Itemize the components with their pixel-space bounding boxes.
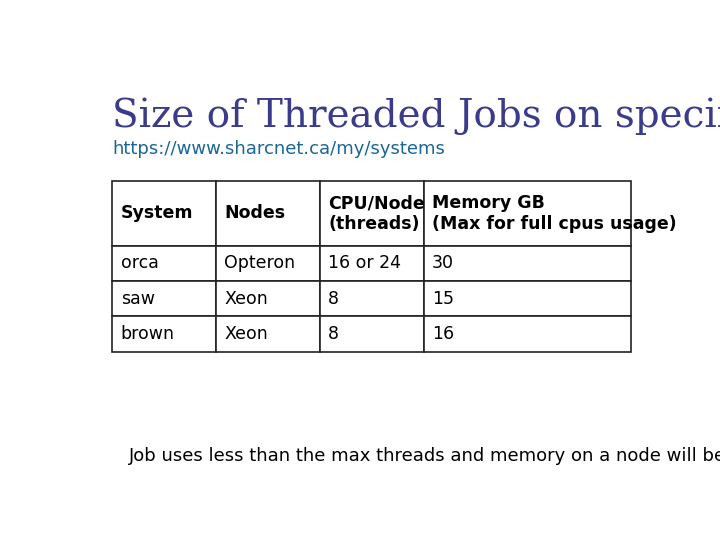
Text: 16: 16 <box>432 325 454 343</box>
Bar <box>423 181 631 246</box>
Text: orca: orca <box>121 254 158 272</box>
Bar <box>112 181 216 246</box>
Text: Xeon: Xeon <box>225 289 269 308</box>
Text: CPU/Node
(threads): CPU/Node (threads) <box>328 194 425 233</box>
Text: brown: brown <box>121 325 175 343</box>
Text: Size of Threaded Jobs on specific system: Size of Threaded Jobs on specific system <box>112 98 720 136</box>
Text: Job uses less than the max threads and memory on a node will be preferable: Job uses less than the max threads and m… <box>129 447 720 465</box>
Bar <box>423 246 631 281</box>
Bar <box>112 316 216 352</box>
Bar <box>112 246 216 281</box>
Bar <box>216 246 320 281</box>
Text: 30: 30 <box>432 254 454 272</box>
Text: 8: 8 <box>328 289 339 308</box>
Bar <box>423 316 631 352</box>
Bar <box>320 246 423 281</box>
Text: Xeon: Xeon <box>225 325 269 343</box>
Bar <box>112 281 216 316</box>
Text: saw: saw <box>121 289 155 308</box>
Text: 8: 8 <box>328 325 339 343</box>
Text: Nodes: Nodes <box>225 205 286 222</box>
Text: System: System <box>121 205 193 222</box>
Text: 16 or 24: 16 or 24 <box>328 254 401 272</box>
Text: 15: 15 <box>432 289 454 308</box>
Bar <box>320 281 423 316</box>
Bar <box>216 181 320 246</box>
Bar <box>216 316 320 352</box>
Text: Opteron: Opteron <box>225 254 296 272</box>
Bar <box>423 281 631 316</box>
Bar <box>216 281 320 316</box>
Bar <box>320 181 423 246</box>
Bar <box>320 316 423 352</box>
Text: Memory GB
(Max for full cpus usage): Memory GB (Max for full cpus usage) <box>432 194 677 233</box>
Text: https://www.sharcnet.ca/my/systems: https://www.sharcnet.ca/my/systems <box>112 140 445 158</box>
